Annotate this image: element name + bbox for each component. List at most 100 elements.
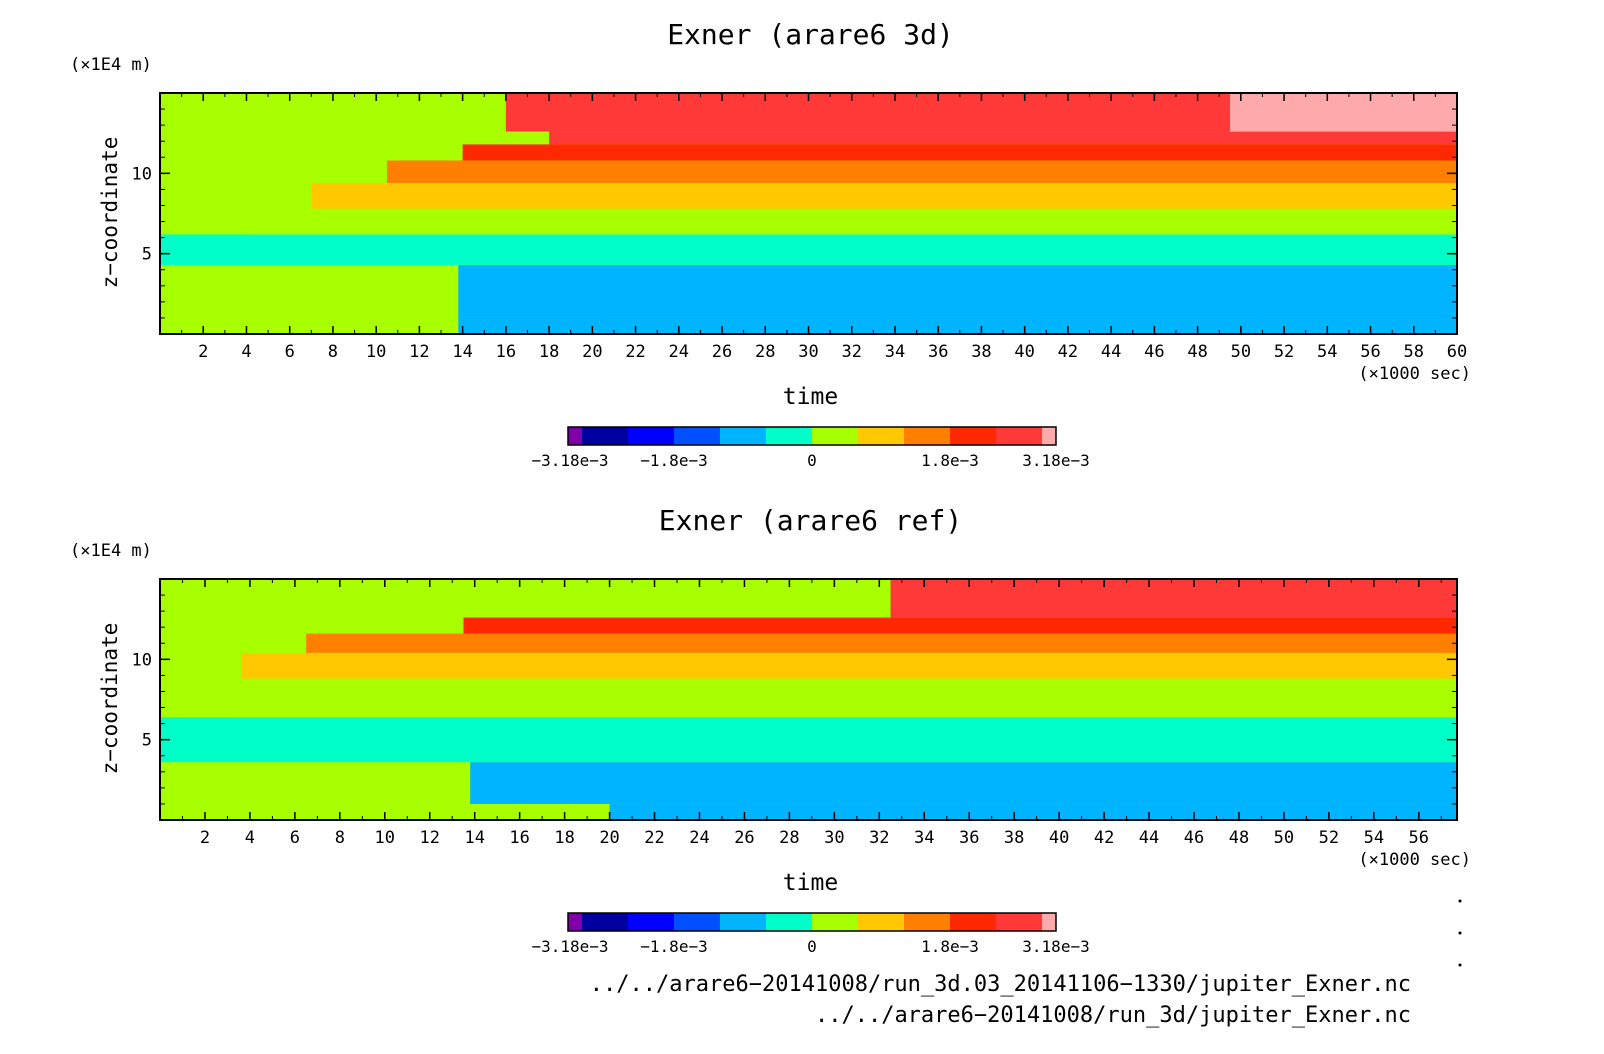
- chart-title: Exner (arare6 3d): [667, 18, 954, 51]
- x-tick-label: 60: [1447, 342, 1467, 362]
- colorbar-swatch: [858, 913, 904, 931]
- y-axis-unit: (×1E4 m): [70, 541, 152, 561]
- contour-band: [462, 144, 1457, 161]
- y-axis-label: z−coordinate: [98, 137, 122, 289]
- colorbar-label: −1.8e−3: [640, 937, 707, 956]
- y-tick-label: 5: [142, 731, 152, 751]
- y-tick-label: 10: [132, 164, 152, 184]
- x-tick-label: 30: [824, 828, 844, 848]
- contour-band: [890, 579, 1457, 618]
- colorbar-swatch: [812, 427, 858, 445]
- x-tick-label: 46: [1184, 828, 1204, 848]
- colorbar-label: 0: [807, 451, 817, 470]
- plot-area: [160, 579, 1457, 820]
- x-axis-unit: (×1000 sec): [1358, 850, 1471, 870]
- y-axis: 5 10 z−coordinate: [98, 108, 1457, 319]
- x-tick-label: 18: [554, 828, 574, 848]
- x-tick-label: 40: [1049, 828, 1069, 848]
- y-tick-label: 5: [142, 245, 152, 265]
- contour-band: [458, 313, 1457, 334]
- contour-band: [463, 617, 1457, 634]
- x-tick-label: 8: [328, 342, 338, 362]
- contour-band: [246, 208, 1457, 235]
- colorbar-swatch: [568, 427, 582, 445]
- contour-band: [160, 234, 1457, 265]
- x-tick-label: 50: [1274, 828, 1294, 848]
- file-path-1: ../../arare6−20141008/run_3d.03_20141106…: [589, 972, 1411, 997]
- x-tick-label: 12: [409, 342, 429, 362]
- marker-dot: [1458, 931, 1462, 935]
- x-tick-label: 42: [1094, 828, 1114, 848]
- file-path-2: ../../arare6−20141008/run_3d/jupiter_Exn…: [814, 1003, 1411, 1028]
- colorbar-swatch: [812, 913, 858, 931]
- x-tick-label: 4: [241, 342, 251, 362]
- colorbar-label: 0: [807, 937, 817, 956]
- x-tick-label: 14: [452, 342, 472, 362]
- x-tick-label: 58: [1404, 342, 1424, 362]
- x-tick-label: 38: [971, 342, 991, 362]
- x-tick-label: 8: [335, 828, 345, 848]
- colorbar-swatch: [582, 913, 628, 931]
- colorbar-frame: [567, 426, 1057, 446]
- contour-band: [227, 678, 1457, 718]
- plot-frame: [159, 578, 1458, 821]
- colorbar-label: 3.18e−3: [1022, 451, 1089, 470]
- x-tick-label: 14: [464, 828, 484, 848]
- colorbar-swatch: [950, 427, 996, 445]
- contour-band: [458, 264, 1457, 314]
- y-axis-unit: (×1E4 m): [70, 55, 152, 75]
- x-tick-label: 20: [599, 828, 619, 848]
- colorbar-label: 1.8e−3: [921, 937, 979, 956]
- x-tick-label: 6: [290, 828, 300, 848]
- x-tick-label: 44: [1101, 342, 1121, 362]
- x-tick-label: 2: [198, 342, 208, 362]
- x-tick-label: 44: [1139, 828, 1159, 848]
- contour-band: [240, 652, 1457, 679]
- colorbar-swatch: [628, 427, 674, 445]
- x-tick-label: 24: [669, 342, 689, 362]
- colorbar-swatch: [1042, 427, 1056, 445]
- x-tick-label: 36: [928, 342, 948, 362]
- x-tick-label: 54: [1317, 342, 1337, 362]
- x-tick-label: 42: [1058, 342, 1078, 362]
- contour-band: [311, 182, 1457, 209]
- x-tick-label: 52: [1274, 342, 1294, 362]
- colorbar-swatch: [858, 427, 904, 445]
- x-tick-label: 34: [914, 828, 934, 848]
- x-tick-label: 28: [755, 342, 775, 362]
- x-axis-label: time: [783, 384, 838, 410]
- x-axis-label: time: [783, 870, 838, 896]
- x-tick-label: 56: [1409, 828, 1429, 848]
- x-axis: 2 4 6 8 10 12 14 16 18 20 22 24 26 28 30 32 34 36 38 40 42 44…: [181, 93, 1471, 410]
- x-tick-label: 4: [245, 828, 255, 848]
- colorbar-swatch: [1042, 913, 1056, 931]
- x-tick-label: 48: [1229, 828, 1249, 848]
- x-tick-label: 20: [582, 342, 602, 362]
- colorbar-swatch: [766, 913, 812, 931]
- colorbar-label: −1.8e−3: [640, 451, 707, 470]
- colorbar-swatch: [996, 427, 1042, 445]
- colorbar-swatch: [950, 913, 996, 931]
- x-tick-label: 6: [285, 342, 295, 362]
- x-tick-label: 34: [885, 342, 905, 362]
- x-tick-label: 56: [1360, 342, 1380, 362]
- x-tick-label: 16: [496, 342, 516, 362]
- x-tick-label: 18: [539, 342, 559, 362]
- colorbar-label: 1.8e−3: [921, 451, 979, 470]
- y-axis: 5 10 z−coordinate: [98, 594, 1457, 805]
- colorbar-swatch: [568, 913, 582, 931]
- colorbar: −3.18e−3 −1.8e−3 0 1.8e−3 3.18e−3: [531, 912, 1090, 956]
- marker-dot: [1458, 963, 1462, 967]
- marker-dot: [1458, 899, 1462, 903]
- plot-area: [160, 93, 1457, 334]
- x-tick-label: 40: [1014, 342, 1034, 362]
- colorbar-label: −3.18e−3: [531, 451, 608, 470]
- contour-band: [160, 717, 1457, 763]
- x-tick-label: 32: [869, 828, 889, 848]
- x-tick-label: 48: [1187, 342, 1207, 362]
- contour-band: [306, 633, 1457, 653]
- colorbar-swatch: [720, 913, 766, 931]
- x-tick-label: 36: [959, 828, 979, 848]
- contour-band: [1230, 93, 1457, 132]
